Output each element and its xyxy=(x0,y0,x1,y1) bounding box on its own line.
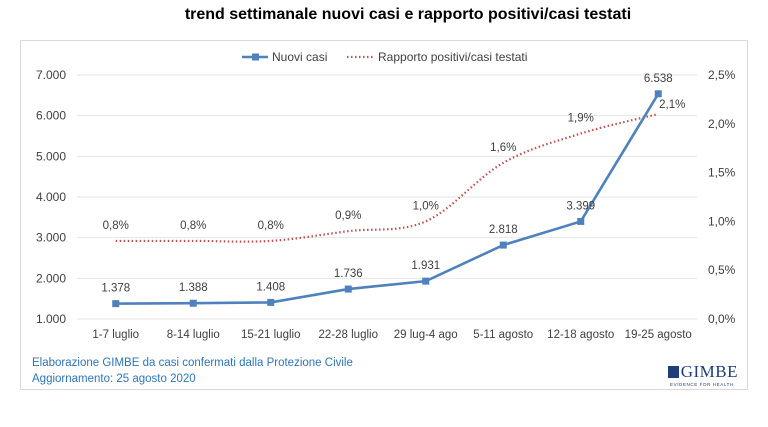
data-label-ratio: 1,0% xyxy=(413,200,439,212)
data-label-ratio: 0,8% xyxy=(180,220,206,232)
x-tick-label: 8-14 luglio xyxy=(167,329,220,341)
y-left-tick-label: 5.000 xyxy=(36,149,66,163)
data-point-cases xyxy=(577,217,585,225)
data-label-cases: 1.378 xyxy=(101,283,130,295)
x-tick-label: 19-25 agosto xyxy=(625,329,692,341)
logo-mark-icon xyxy=(668,366,679,378)
series-line-ratio xyxy=(115,112,659,243)
data-label-cases: 1.388 xyxy=(179,282,208,294)
data-label-cases: 1.736 xyxy=(334,268,363,280)
data-label-cases: 1.931 xyxy=(411,260,440,272)
y-left-tick-label: 2.000 xyxy=(36,271,66,285)
chart-frame xyxy=(20,40,748,390)
x-tick-label: 12-18 agosto xyxy=(547,329,614,341)
x-tick-label: 15-21 luglio xyxy=(241,329,300,341)
data-point-cases xyxy=(422,277,430,285)
logo-name: GIMBE xyxy=(680,362,738,381)
data-point-cases xyxy=(112,300,120,308)
data-label-cases: 2.818 xyxy=(489,224,518,236)
y-left-tick-label: 1.000 xyxy=(36,312,66,326)
y-right-tick-label: 0,5% xyxy=(708,263,736,277)
x-tick-label: 22-28 luglio xyxy=(319,329,378,341)
gimbe-logo: GIMBE EVIDENCE FOR HEALTH xyxy=(668,362,738,387)
x-tick-label: 1-7 luglio xyxy=(92,329,139,341)
footer-source: Elaborazione GIMBE da casi confermati da… xyxy=(32,357,353,369)
data-label-cases: 1.408 xyxy=(256,281,285,293)
series-line-cases xyxy=(115,93,660,305)
data-label-cases: 6.538 xyxy=(644,73,673,85)
data-point-cases xyxy=(499,241,507,249)
data-point-cases xyxy=(654,90,662,98)
legend-label-cases: Nuovi casi xyxy=(272,50,327,64)
logo-tagline: EVIDENCE FOR HEALTH xyxy=(670,382,734,387)
data-label-cases: 3.399 xyxy=(566,200,595,212)
data-label-ratio: 1,9% xyxy=(568,113,594,125)
y-right-tick-label: 0,0% xyxy=(708,312,736,326)
y-right-tick-label: 1,5% xyxy=(708,166,736,180)
data-point-cases xyxy=(189,299,197,307)
footer-updated: Aggiornamento: 25 agosto 2020 xyxy=(32,373,196,385)
data-label-ratio: 0,8% xyxy=(103,220,129,232)
data-label-ratio: 0,8% xyxy=(258,220,284,232)
y-right-tick-label: 1,0% xyxy=(708,214,736,228)
x-tick-label: 29 lug-4 ago xyxy=(394,329,458,341)
data-point-cases xyxy=(267,298,275,306)
data-label-ratio: 1,6% xyxy=(490,142,516,154)
y-left-tick-label: 6.000 xyxy=(36,109,66,123)
y-left-tick-label: 3.000 xyxy=(36,231,66,245)
legend-label-ratio: Rapporto positivi/casi testati xyxy=(378,50,527,64)
legend-marker-cases xyxy=(252,53,259,61)
y-left-tick-label: 7.000 xyxy=(36,68,66,82)
y-right-tick-label: 2,5% xyxy=(708,68,736,82)
data-label-ratio: 2,1% xyxy=(659,99,685,111)
data-point-cases xyxy=(344,285,352,293)
y-left-tick-label: 4.000 xyxy=(36,190,66,204)
y-right-tick-label: 2,0% xyxy=(708,117,736,131)
chart-title: trend settimanale nuovi casi e rapporto … xyxy=(184,6,632,23)
data-label-ratio: 0,9% xyxy=(335,210,361,222)
x-tick-label: 5-11 agosto xyxy=(473,329,533,341)
